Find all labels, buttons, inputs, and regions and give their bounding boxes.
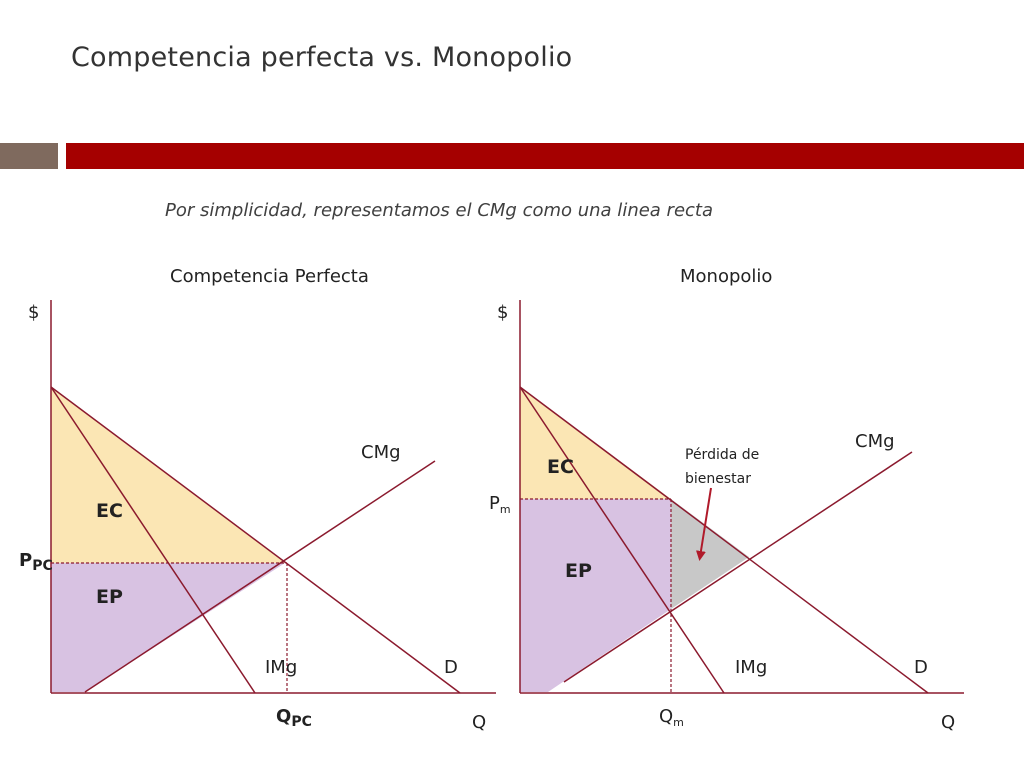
quantity-symbol: Q <box>276 706 291 727</box>
price-subscript: PC <box>32 558 53 574</box>
monopoly-panel: Monopolio $ Q CMg IMg D EC EP Pérdida de… <box>489 266 964 733</box>
y-axis-label: $ <box>497 302 508 323</box>
quantity-subscript: m <box>673 716 684 729</box>
y-axis-label: $ <box>28 302 39 323</box>
marginal-cost-curve <box>84 460 436 693</box>
title-bar-accent-right <box>66 143 1024 169</box>
competitive-price-label: PPC <box>19 550 53 574</box>
producer-surplus-label: EP <box>565 560 592 582</box>
monopoly-quantity-label: Qm <box>659 706 684 729</box>
monopoly-price-label: Pm <box>489 493 511 516</box>
price-subscript: m <box>500 503 511 516</box>
marginal-revenue-label: IMg <box>735 657 767 678</box>
x-axis-label: Q <box>472 712 486 733</box>
title-bar-accent-left <box>0 143 58 169</box>
slide-subtitle: Por simplicidad, representamos el CMg co… <box>165 200 714 221</box>
consumer-surplus-label: EC <box>547 456 574 478</box>
marginal-cost-label: CMg <box>855 431 895 452</box>
quantity-subscript: PC <box>291 714 312 730</box>
deadweight-loss-label-line2: bienestar <box>685 471 751 487</box>
quantity-symbol: Q <box>659 706 673 727</box>
price-symbol: P <box>19 550 32 571</box>
marginal-cost-curve <box>563 451 913 683</box>
competitive-quantity-label: QPC <box>276 706 312 730</box>
marginal-revenue-curve <box>519 386 725 694</box>
demand-label: D <box>914 657 928 678</box>
producer-surplus-area <box>51 563 285 692</box>
price-symbol: P <box>489 493 500 514</box>
demand-label: D <box>444 657 458 678</box>
producer-surplus-area <box>520 499 671 692</box>
producer-surplus-label: EP <box>96 586 123 608</box>
marginal-cost-label: CMg <box>361 442 401 463</box>
demand-curve <box>50 386 461 694</box>
deadweight-loss-arrow <box>696 487 712 561</box>
monopoly-heading: Monopolio <box>680 266 772 287</box>
perfect-competition-heading: Competencia Perfecta <box>170 266 369 287</box>
demand-curve <box>519 386 929 694</box>
x-axis-label: Q <box>941 712 955 733</box>
deadweight-loss-area <box>671 499 749 609</box>
marginal-revenue-curve <box>50 386 256 694</box>
perfect-competition-panel: Competencia Perfecta $ Q CMg IMg D EC EP… <box>19 266 496 733</box>
marginal-revenue-label: IMg <box>265 657 297 678</box>
deadweight-loss-label-line1: Pérdida de <box>685 447 759 463</box>
slide-title: Competencia perfecta vs. Monopolio <box>71 42 573 73</box>
consumer-surplus-label: EC <box>96 500 123 522</box>
